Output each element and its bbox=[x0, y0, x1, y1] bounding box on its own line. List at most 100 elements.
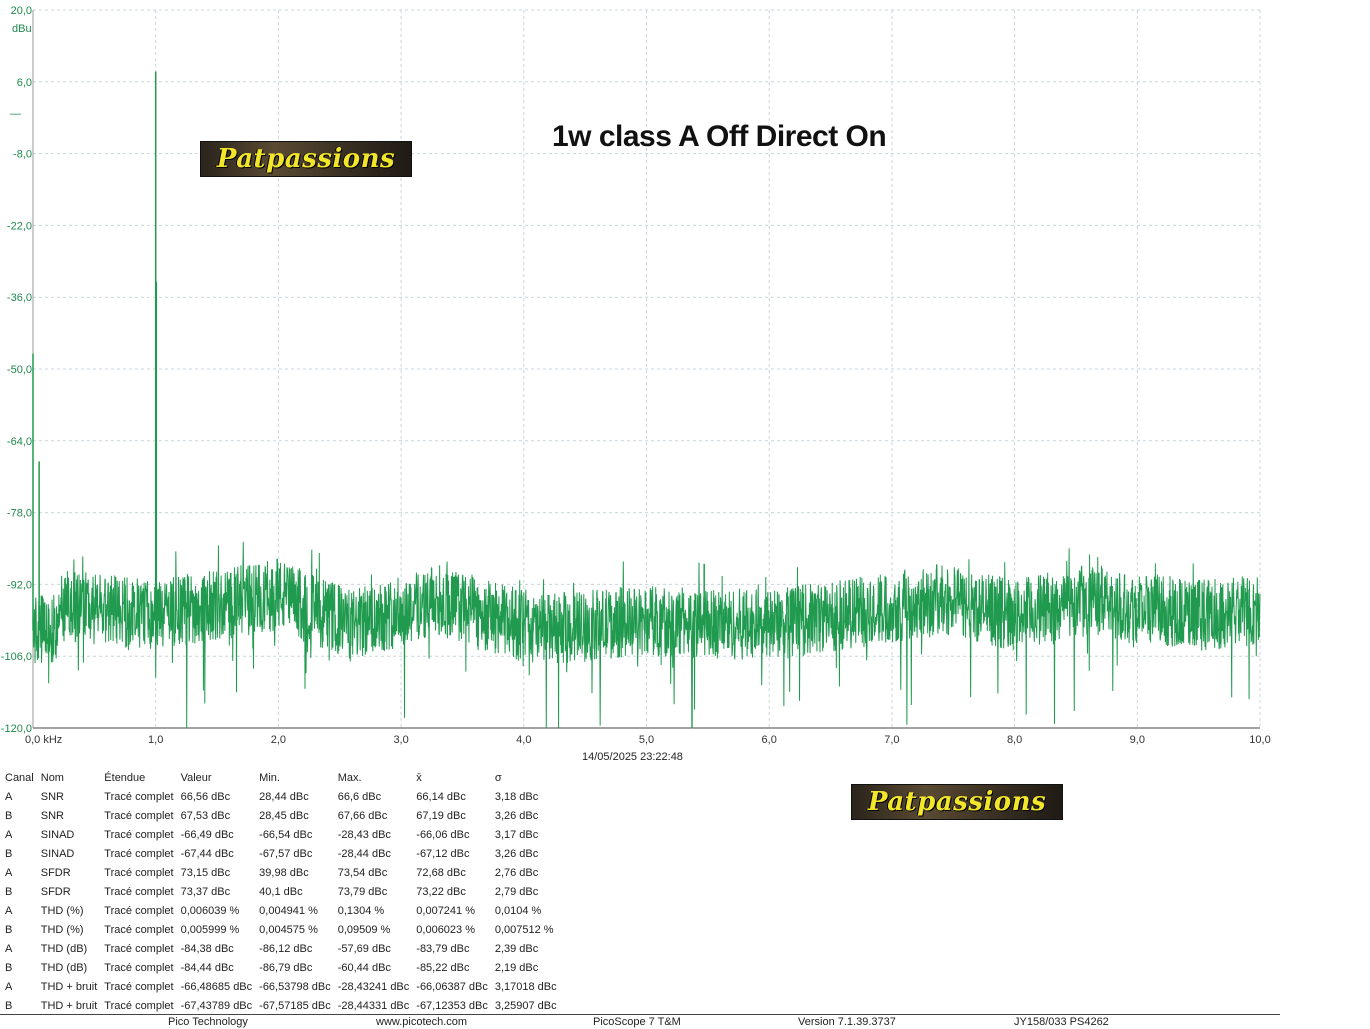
table-cell: 3,18 dBc bbox=[494, 790, 539, 803]
table-cell: A bbox=[5, 980, 13, 993]
table-row: A SNR Tracé complet 66,56 dBc 28,44 dBc 66,6 … bbox=[3, 787, 562, 806]
table-cell: B bbox=[5, 999, 13, 1012]
table-cell: -66,06 dBc bbox=[416, 828, 470, 841]
table-cell: SNR bbox=[40, 809, 64, 822]
table-cell: B bbox=[5, 847, 13, 860]
table-header-cell: Étendue bbox=[104, 771, 146, 784]
table-cell: 2,79 dBc bbox=[494, 885, 539, 898]
footer-version: Version 7.1.39.3737 bbox=[798, 1016, 896, 1028]
table-cell: THD (dB) bbox=[40, 942, 88, 955]
table-cell: THD (%) bbox=[40, 904, 84, 917]
table-cell: B bbox=[5, 809, 13, 822]
table-cell: Tracé complet bbox=[104, 904, 174, 917]
table-cell: 73,37 dBc bbox=[180, 885, 231, 898]
table-row: B THD + bruit Tracé complet -67,43789 dBc -6… bbox=[3, 996, 562, 1015]
table-row: A THD (dB) Tracé complet -84,38 dBc -86,12 d… bbox=[3, 939, 562, 958]
table-cell: -66,53798 dBc bbox=[259, 980, 331, 993]
table-cell: Tracé complet bbox=[104, 866, 174, 879]
table-cell: -28,43 dBc bbox=[337, 828, 391, 841]
table-row: B SNR Tracé complet 67,53 dBc 28,45 dBc 67,66… bbox=[3, 806, 562, 825]
table-cell: Tracé complet bbox=[104, 828, 174, 841]
table-cell: 0,007241 % bbox=[416, 904, 475, 917]
table-header-cell: σ bbox=[494, 771, 502, 784]
table-cell: THD (%) bbox=[40, 923, 84, 936]
patpassions-logo-top: Patpassions bbox=[200, 141, 412, 177]
y-tick-label: -92,0 bbox=[7, 579, 32, 591]
table-cell: 3,26 dBc bbox=[494, 847, 539, 860]
table-cell: 40,1 dBc bbox=[259, 885, 303, 898]
table-cell: 39,98 dBc bbox=[259, 866, 309, 879]
table-cell: THD + bruit bbox=[40, 999, 98, 1012]
table-cell: -67,57 dBc bbox=[259, 847, 313, 860]
y-tick-label: 20,0 bbox=[11, 5, 32, 17]
y-tick-label: -8,0 bbox=[13, 149, 32, 161]
table-cell: -66,49 dBc bbox=[180, 828, 234, 841]
table-cell: 0,007512 % bbox=[494, 923, 554, 936]
table-cell: 67,53 dBc bbox=[180, 809, 231, 822]
table-cell: 66,6 dBc bbox=[337, 790, 382, 803]
footer-divider bbox=[0, 1014, 1280, 1015]
table-cell: -67,12353 dBc bbox=[416, 999, 488, 1012]
table-cell: -28,44 dBc bbox=[337, 847, 391, 860]
table-cell: 2,19 dBc bbox=[494, 961, 539, 974]
measurements-table: Canal Nom Étendue Valeur Min. Max. x̄ σ A SNR Tra… bbox=[3, 768, 562, 1015]
table-cell: -66,48685 dBc bbox=[180, 980, 253, 993]
table-row: A SINAD Tracé complet -66,49 dBc -66,54 dBc -… bbox=[3, 825, 562, 844]
table-cell: 73,22 dBc bbox=[416, 885, 466, 898]
table-cell: SFDR bbox=[40, 885, 71, 898]
table-cell: 67,19 dBc bbox=[416, 809, 466, 822]
table-cell: 28,45 dBc bbox=[259, 809, 309, 822]
logo-text: Patpassions bbox=[867, 787, 1047, 817]
logo-text: Patpassions bbox=[216, 144, 396, 174]
table-row: B SINAD Tracé complet -67,44 dBc -67,57 dBc -… bbox=[3, 844, 562, 863]
table-cell: 0,0104 % bbox=[494, 904, 542, 917]
table-cell: THD + bruit bbox=[40, 980, 98, 993]
chart-annotation-title: 1w class A Off Direct On bbox=[552, 120, 887, 153]
table-cell: A bbox=[5, 828, 13, 841]
table-cell: -66,54 dBc bbox=[259, 828, 313, 841]
table-cell: -60,44 dBc bbox=[337, 961, 391, 974]
spectrum-trace bbox=[32, 541, 1261, 729]
table-cell: A bbox=[5, 790, 13, 803]
table-cell: 2,76 dBc bbox=[494, 866, 539, 879]
y-tick-label: 6,0 bbox=[17, 77, 32, 89]
table-cell: SINAD bbox=[40, 828, 75, 841]
table-cell: 3,26 dBc bbox=[494, 809, 539, 822]
x-tick-label: 1,0 bbox=[148, 734, 163, 746]
table-cell: -84,38 dBc bbox=[180, 942, 234, 955]
x-tick-label: 6,0 bbox=[762, 734, 777, 746]
table-cell: A bbox=[5, 904, 13, 917]
table-cell: -84,44 dBc bbox=[180, 961, 234, 974]
x-tick-label: 7,0 bbox=[884, 734, 899, 746]
table-cell: -28,44331 dBc bbox=[337, 999, 410, 1012]
series-group bbox=[32, 71, 1261, 729]
table-cell: Tracé complet bbox=[104, 980, 174, 993]
table-header-row: Canal Nom Étendue Valeur Min. Max. x̄ σ bbox=[3, 768, 562, 787]
table-cell: A bbox=[5, 866, 13, 879]
footer-device: JY158/033 PS4262 bbox=[1014, 1016, 1109, 1028]
table-cell: Tracé complet bbox=[104, 923, 174, 936]
table-row: B THD (dB) Tracé complet -84,44 dBc -86,79 d… bbox=[3, 958, 562, 977]
x-tick-label: 9,0 bbox=[1130, 734, 1145, 746]
table-row: B SFDR Tracé complet 73,37 dBc 40,1 dBc 73,79… bbox=[3, 882, 562, 901]
table-cell: Tracé complet bbox=[104, 999, 174, 1012]
table-cell: -66,06387 dBc bbox=[416, 980, 488, 993]
table-cell: 3,25907 dBc bbox=[494, 999, 557, 1012]
table-cell: 0,006039 % bbox=[180, 904, 240, 917]
table-cell: 73,15 dBc bbox=[180, 866, 231, 879]
table-cell: 0,004575 % bbox=[259, 923, 318, 936]
table-cell: 73,54 dBc bbox=[337, 866, 388, 879]
capture-timestamp: 14/05/2025 23:22:48 bbox=[582, 751, 683, 763]
table-cell: Tracé complet bbox=[104, 961, 174, 974]
footer-product: PicoScope 7 T&M bbox=[593, 1016, 681, 1028]
table-cell: Tracé complet bbox=[104, 847, 174, 860]
y-tick-label: -36,0 bbox=[7, 292, 32, 304]
x-tick-label: 8,0 bbox=[1007, 734, 1022, 746]
x-axis-ticks: 0,0 kHz 1,0 2,0 3,0 4,0 5,0 6,0 7,0 8,0 9,0 10,0 bbox=[25, 734, 1271, 746]
table-header-cell: x̄ bbox=[416, 771, 422, 784]
table-row: A SFDR Tracé complet 73,15 dBc 39,98 dBc 73,5… bbox=[3, 863, 562, 882]
table-cell: Tracé complet bbox=[104, 885, 174, 898]
table-cell: 66,56 dBc bbox=[180, 790, 231, 803]
table-row: A THD (%) Tracé complet 0,006039 % 0,004941 … bbox=[3, 901, 562, 920]
table-cell: 28,44 dBc bbox=[259, 790, 309, 803]
